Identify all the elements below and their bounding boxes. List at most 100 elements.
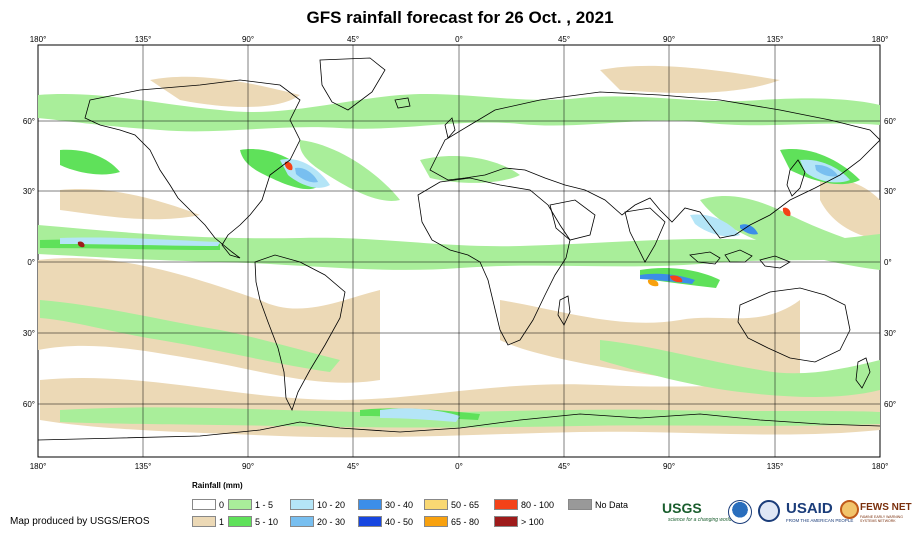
eurasia-outline	[429, 91, 880, 239]
uk-outline	[444, 117, 456, 139]
lon-label: 90°	[663, 462, 675, 471]
legend-label: 0	[219, 499, 225, 510]
new-zealand-outline	[855, 357, 871, 389]
rain-field-10-20mm	[690, 214, 740, 237]
lat-label: 0°	[884, 258, 892, 267]
latitude-labels-left: 60° 30° 0° 30° 60°	[23, 117, 35, 409]
rain-field-1mm	[60, 189, 200, 220]
lat-label: 30°	[23, 187, 35, 196]
legend-label: 1 - 5	[255, 499, 274, 510]
legend-swatch	[494, 499, 518, 510]
legend-label: 65 - 80	[451, 516, 480, 527]
legend-label: 5 - 10	[255, 516, 279, 527]
latitude-labels-right: 60° 30° 0° 30° 60°	[884, 117, 896, 409]
rain-field-30-40mm	[740, 224, 758, 235]
lat-label: 30°	[23, 329, 35, 338]
rain-field-1-5mm	[700, 195, 880, 270]
legend-swatch	[424, 516, 448, 527]
lon-label: 135°	[767, 462, 784, 471]
legend-item: 0	[192, 498, 224, 511]
lon-label: 90°	[663, 35, 675, 44]
lon-label: 180°	[872, 35, 889, 44]
lat-label: 60°	[884, 400, 896, 409]
lat-label: 30°	[884, 187, 896, 196]
legend-label: No Data	[595, 499, 629, 510]
legend-item: 10 - 20	[290, 498, 345, 511]
rain-field-80-100mm	[284, 161, 293, 171]
rain-field-1-5mm	[40, 300, 340, 372]
legend: 0 1 1 - 5 5 - 10 10 - 20 20 - 30 30 - 40…	[192, 498, 652, 532]
lat-label: 60°	[884, 117, 896, 126]
longitude-labels-bottom: 180° 135° 90° 45° 0° 45° 90° 135° 180°	[30, 462, 889, 471]
legend-item: 40 - 50	[358, 515, 413, 528]
rain-field-1mm	[820, 179, 880, 240]
lon-label: 45°	[347, 462, 359, 471]
lon-label: 45°	[347, 35, 359, 44]
legend-item: 1	[192, 515, 224, 528]
legend-label: > 100	[521, 516, 544, 527]
greenland-outline	[319, 57, 386, 111]
rain-field-80-100mm	[670, 275, 683, 283]
fews-globe-icon	[840, 500, 859, 519]
legend-swatch	[290, 516, 314, 527]
legend-label: 1	[219, 516, 225, 527]
australia-outline	[737, 287, 851, 363]
longitude-labels-top: 180° 135° 90° 45° 0° 45° 90° 135° 180°	[30, 35, 889, 44]
rain-field-1-5mm	[420, 155, 520, 183]
rain-field-65-80mm	[647, 279, 659, 287]
lat-label: 0°	[27, 258, 35, 267]
rain-field-20-30mm	[295, 167, 318, 183]
africa-outline	[417, 177, 571, 346]
rain-field-1mm	[150, 76, 300, 107]
rain-field-5-10mm	[60, 149, 120, 175]
legend-swatch	[290, 499, 314, 510]
legend-swatch	[358, 499, 382, 510]
map-title: GFS rainfall forecast for 26 Oct. , 2021	[306, 8, 614, 27]
rainfall-fields	[38, 65, 880, 438]
legend-swatch	[494, 516, 518, 527]
lon-label: 0°	[455, 462, 463, 471]
graticule	[38, 45, 880, 457]
legend-swatch	[192, 499, 216, 510]
india-outline	[624, 207, 666, 263]
legend-swatch	[228, 499, 252, 510]
lon-label: 180°	[30, 462, 47, 471]
rain-field-1-5mm	[600, 340, 880, 397]
legend-swatch	[228, 516, 252, 527]
lon-label: 180°	[30, 35, 47, 44]
iceland-outline	[394, 97, 411, 109]
legend-label: 80 - 100	[521, 499, 555, 510]
rain-field-80-100mm	[782, 207, 791, 217]
legend-item: 1 - 5	[228, 498, 273, 511]
indonesia-outline	[689, 249, 791, 269]
rain-field-over-100mm	[77, 241, 85, 248]
antarctica-outline	[38, 413, 880, 441]
legend-item: 65 - 80	[424, 515, 479, 528]
legend-title: Rainfall (mm)	[192, 481, 243, 490]
usaid-tagline: FROM THE AMERICAN PEOPLE	[786, 518, 854, 523]
lat-label: 60°	[23, 117, 35, 126]
rain-field-10-20mm	[60, 237, 220, 246]
state-dept-seal-icon	[758, 500, 780, 522]
north-america-outline	[84, 79, 301, 259]
lon-label: 45°	[558, 462, 570, 471]
lon-label: 90°	[242, 462, 254, 471]
lon-label: 0°	[455, 35, 463, 44]
legend-item: No Data	[568, 498, 628, 511]
legend-label: 30 - 40	[385, 499, 414, 510]
legend-swatch	[192, 516, 216, 527]
lon-label: 180°	[872, 462, 889, 471]
legend-item: 50 - 65	[424, 498, 479, 511]
legend-item: 5 - 10	[228, 515, 278, 528]
fews-net-tagline: FAMINE EARLY WARNING SYSTEMS NETWORK	[860, 515, 903, 523]
coastlines	[38, 57, 880, 441]
lon-label: 135°	[135, 462, 152, 471]
legend-label: 20 - 30	[317, 516, 346, 527]
fews-net-logo: FEWS NET	[860, 502, 912, 513]
legend-swatch	[424, 499, 448, 510]
legend-label: 40 - 50	[385, 516, 414, 527]
south-america-outline	[254, 254, 346, 412]
legend-item: 30 - 40	[358, 498, 413, 511]
rain-field-10-20mm	[380, 408, 460, 422]
